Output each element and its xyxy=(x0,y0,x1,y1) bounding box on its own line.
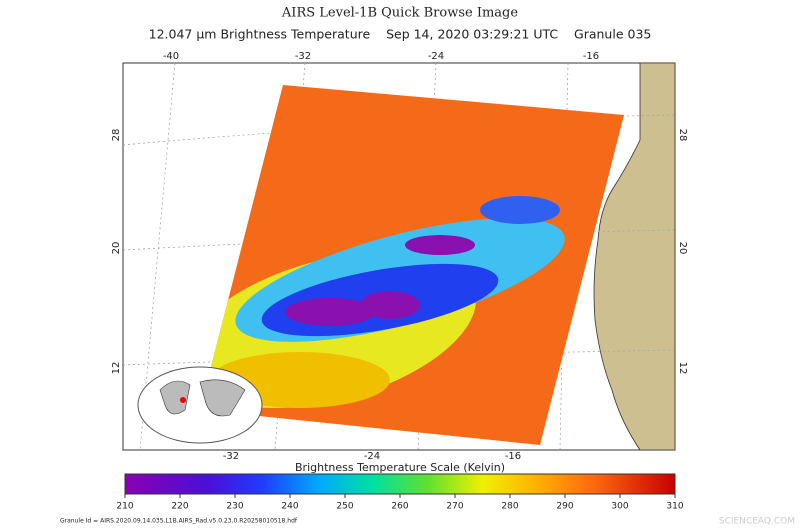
inset-land xyxy=(159,379,246,417)
lon-label: -16 xyxy=(505,451,521,462)
colorbar-tick-label: 260 xyxy=(391,502,408,512)
lon-label: -24 xyxy=(364,451,380,462)
lon-label: -16 xyxy=(583,51,599,62)
lat-label: 20 xyxy=(111,242,122,255)
inset-marker xyxy=(180,397,186,403)
lat-label: 28 xyxy=(677,129,688,142)
lat-label: 12 xyxy=(677,362,688,375)
colorbar-tick-label: 210 xyxy=(116,502,133,512)
colorbar-tick-label: 300 xyxy=(611,502,628,512)
title: AIRS Level-1B Quick Browse Image xyxy=(281,6,518,21)
colorbar-tick-label: 290 xyxy=(556,502,573,512)
colorbar-tick-label: 310 xyxy=(666,502,683,512)
land xyxy=(593,62,676,451)
lon-label: -32 xyxy=(223,451,239,462)
colorbar-tick-label: 280 xyxy=(501,502,518,512)
lon-label: -40 xyxy=(163,51,179,62)
colorbar-tick-label: 230 xyxy=(226,502,243,512)
colorbar-tick-label: 250 xyxy=(336,502,353,512)
granule-id: Granule Id = AIRS.2020.09.14.035.L1B.AIR… xyxy=(60,518,298,525)
lat-label: 12 xyxy=(111,362,122,375)
lon-label: -24 xyxy=(428,51,444,62)
colorbar-tick-label: 270 xyxy=(446,502,463,512)
lon-label: -32 xyxy=(295,51,311,62)
colorbar-title: Brightness Temperature Scale (Kelvin) xyxy=(295,461,505,474)
subtitle: 12.047 µm Brightness Temperature Sep 14,… xyxy=(149,27,652,42)
lat-label: 28 xyxy=(111,129,122,142)
colorbar xyxy=(124,473,676,495)
colorbar-tick-label: 220 xyxy=(171,502,188,512)
colorbar-tick-label: 240 xyxy=(281,502,298,512)
watermark: SCIENCEAQ.COM xyxy=(719,517,795,527)
lat-label: 20 xyxy=(677,242,688,255)
inset-globe xyxy=(137,366,263,444)
